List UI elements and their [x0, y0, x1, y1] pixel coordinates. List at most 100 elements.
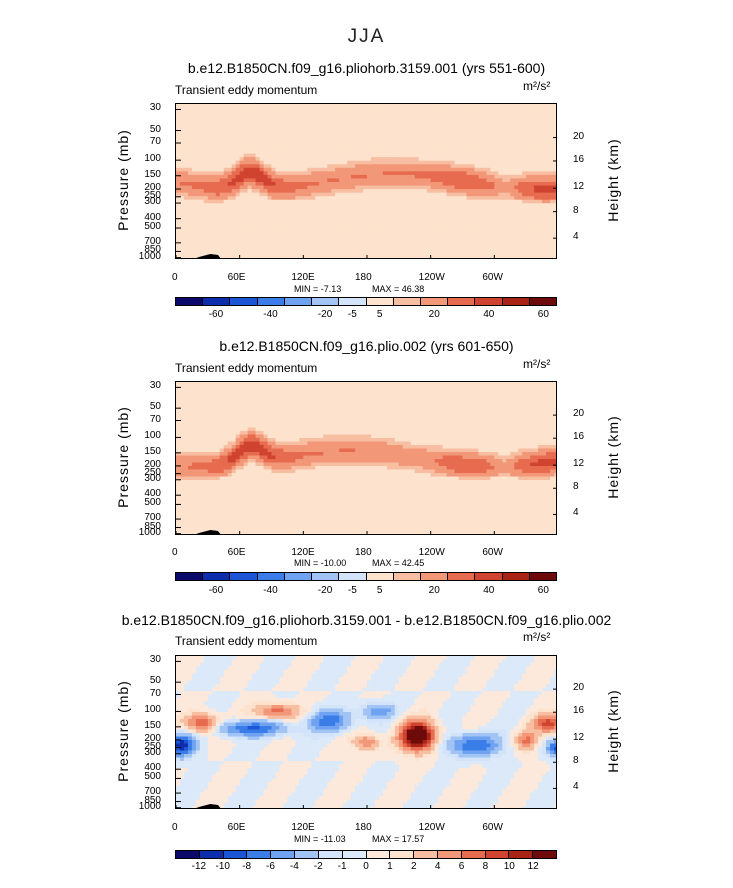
- contour-cell: [311, 199, 316, 204]
- contour-cell: [299, 213, 304, 219]
- contour-cell: [231, 206, 237, 211]
- contour-cell: [355, 111, 360, 116]
- contour-cell: [386, 252, 392, 258]
- contour-cell: [418, 231, 424, 236]
- contour-cell: [510, 135, 515, 141]
- contour-cell: [295, 228, 300, 233]
- contour-cell: [355, 143, 360, 148]
- contour-cell: [482, 182, 487, 187]
- contour-cell: [207, 192, 213, 197]
- contour-cell: [179, 185, 185, 190]
- contour-cell: [176, 104, 181, 109]
- contour-cell: [223, 157, 229, 162]
- contour-cell: [243, 114, 249, 119]
- contour-cell: [398, 118, 404, 123]
- contour-cell: [470, 153, 476, 158]
- contour-cell: [347, 217, 352, 222]
- contour-cell: [382, 252, 388, 258]
- contour-cell: [522, 245, 527, 250]
- contour-cell: [514, 231, 519, 236]
- contour-cell: [474, 199, 480, 204]
- contour-cell: [378, 135, 384, 141]
- contour-cell: [327, 249, 332, 254]
- contour-cell: [390, 217, 396, 222]
- contour-cell: [295, 213, 300, 219]
- contour-cell: [482, 104, 487, 109]
- contour-cell: [422, 146, 428, 151]
- contour-cell: [486, 128, 491, 133]
- contour-cell: [299, 178, 304, 183]
- contour-cell: [271, 146, 277, 151]
- contour-cell: [323, 192, 328, 197]
- contour-cell: [418, 389, 424, 394]
- contour-cell: [386, 135, 392, 141]
- contour-cell: [251, 182, 257, 187]
- contour-cell: [255, 196, 261, 201]
- contour-cell: [363, 132, 368, 137]
- contour-cell: [359, 256, 364, 258]
- contour-cell: [351, 114, 356, 119]
- contour-cell: [351, 174, 356, 180]
- contour-cell: [410, 392, 416, 397]
- contour-cell: [215, 153, 221, 158]
- contour-cell: [327, 203, 332, 208]
- contour-cell: [275, 196, 281, 201]
- contour-cell: [426, 164, 432, 169]
- contour-cell: [319, 256, 324, 258]
- contour-cell: [378, 153, 384, 158]
- contour-cell: [319, 252, 324, 258]
- contour-cell: [315, 125, 320, 130]
- contour-cell: [422, 182, 428, 187]
- contour-cell: [498, 217, 503, 222]
- contour-cell: [219, 406, 225, 411]
- contour-cell: [303, 128, 308, 133]
- contour-cell: [554, 121, 556, 126]
- contour-cell: [406, 189, 412, 194]
- plot-area: [175, 103, 557, 259]
- contour-cell: [430, 238, 436, 243]
- contour-cell: [303, 238, 308, 243]
- contour-cell: [219, 213, 225, 219]
- contour-cell: [510, 382, 515, 387]
- contour-cell: [195, 192, 201, 197]
- contour-cell: [247, 104, 253, 109]
- contour-cell: [187, 217, 193, 222]
- contour-cell: [490, 396, 495, 401]
- contour-cell: [522, 171, 527, 176]
- contour-cell: [446, 153, 452, 158]
- contour-cell: [307, 213, 312, 219]
- contour-cell: [311, 389, 316, 394]
- contour-cell: [247, 174, 253, 180]
- contour-cell: [203, 221, 209, 226]
- contour-cell: [287, 153, 292, 158]
- contour-cell: [191, 128, 197, 133]
- contour-cell: [183, 385, 189, 390]
- contour-cell: [183, 118, 189, 123]
- contour-cell: [450, 203, 456, 208]
- contour-cell: [243, 399, 249, 404]
- contour-cell: [275, 104, 281, 109]
- contour-cell: [462, 252, 468, 258]
- contour-cell: [367, 146, 372, 151]
- contour-cell: [398, 203, 404, 208]
- contour-cell: [454, 224, 460, 229]
- contour-cell: [363, 153, 368, 158]
- contour-cell: [450, 167, 456, 172]
- contour-cell: [335, 206, 340, 211]
- colorbar-swatch: [420, 298, 449, 305]
- contour-cell: [382, 389, 388, 394]
- contour-cell: [494, 224, 499, 229]
- contour-cell: [482, 132, 487, 137]
- contour-cell: [335, 132, 340, 137]
- contour-cell: [426, 104, 432, 109]
- contour-cell: [542, 139, 547, 144]
- contour-cell: [335, 118, 340, 123]
- contour-cell: [466, 182, 472, 187]
- colorbar-swatch: [339, 298, 367, 305]
- contour-cell: [498, 210, 503, 215]
- contour-cell: [199, 203, 205, 208]
- contour-cell: [355, 146, 360, 151]
- contour-cell: [239, 206, 245, 211]
- contour-cell: [291, 217, 296, 222]
- contour-cell: [231, 139, 237, 144]
